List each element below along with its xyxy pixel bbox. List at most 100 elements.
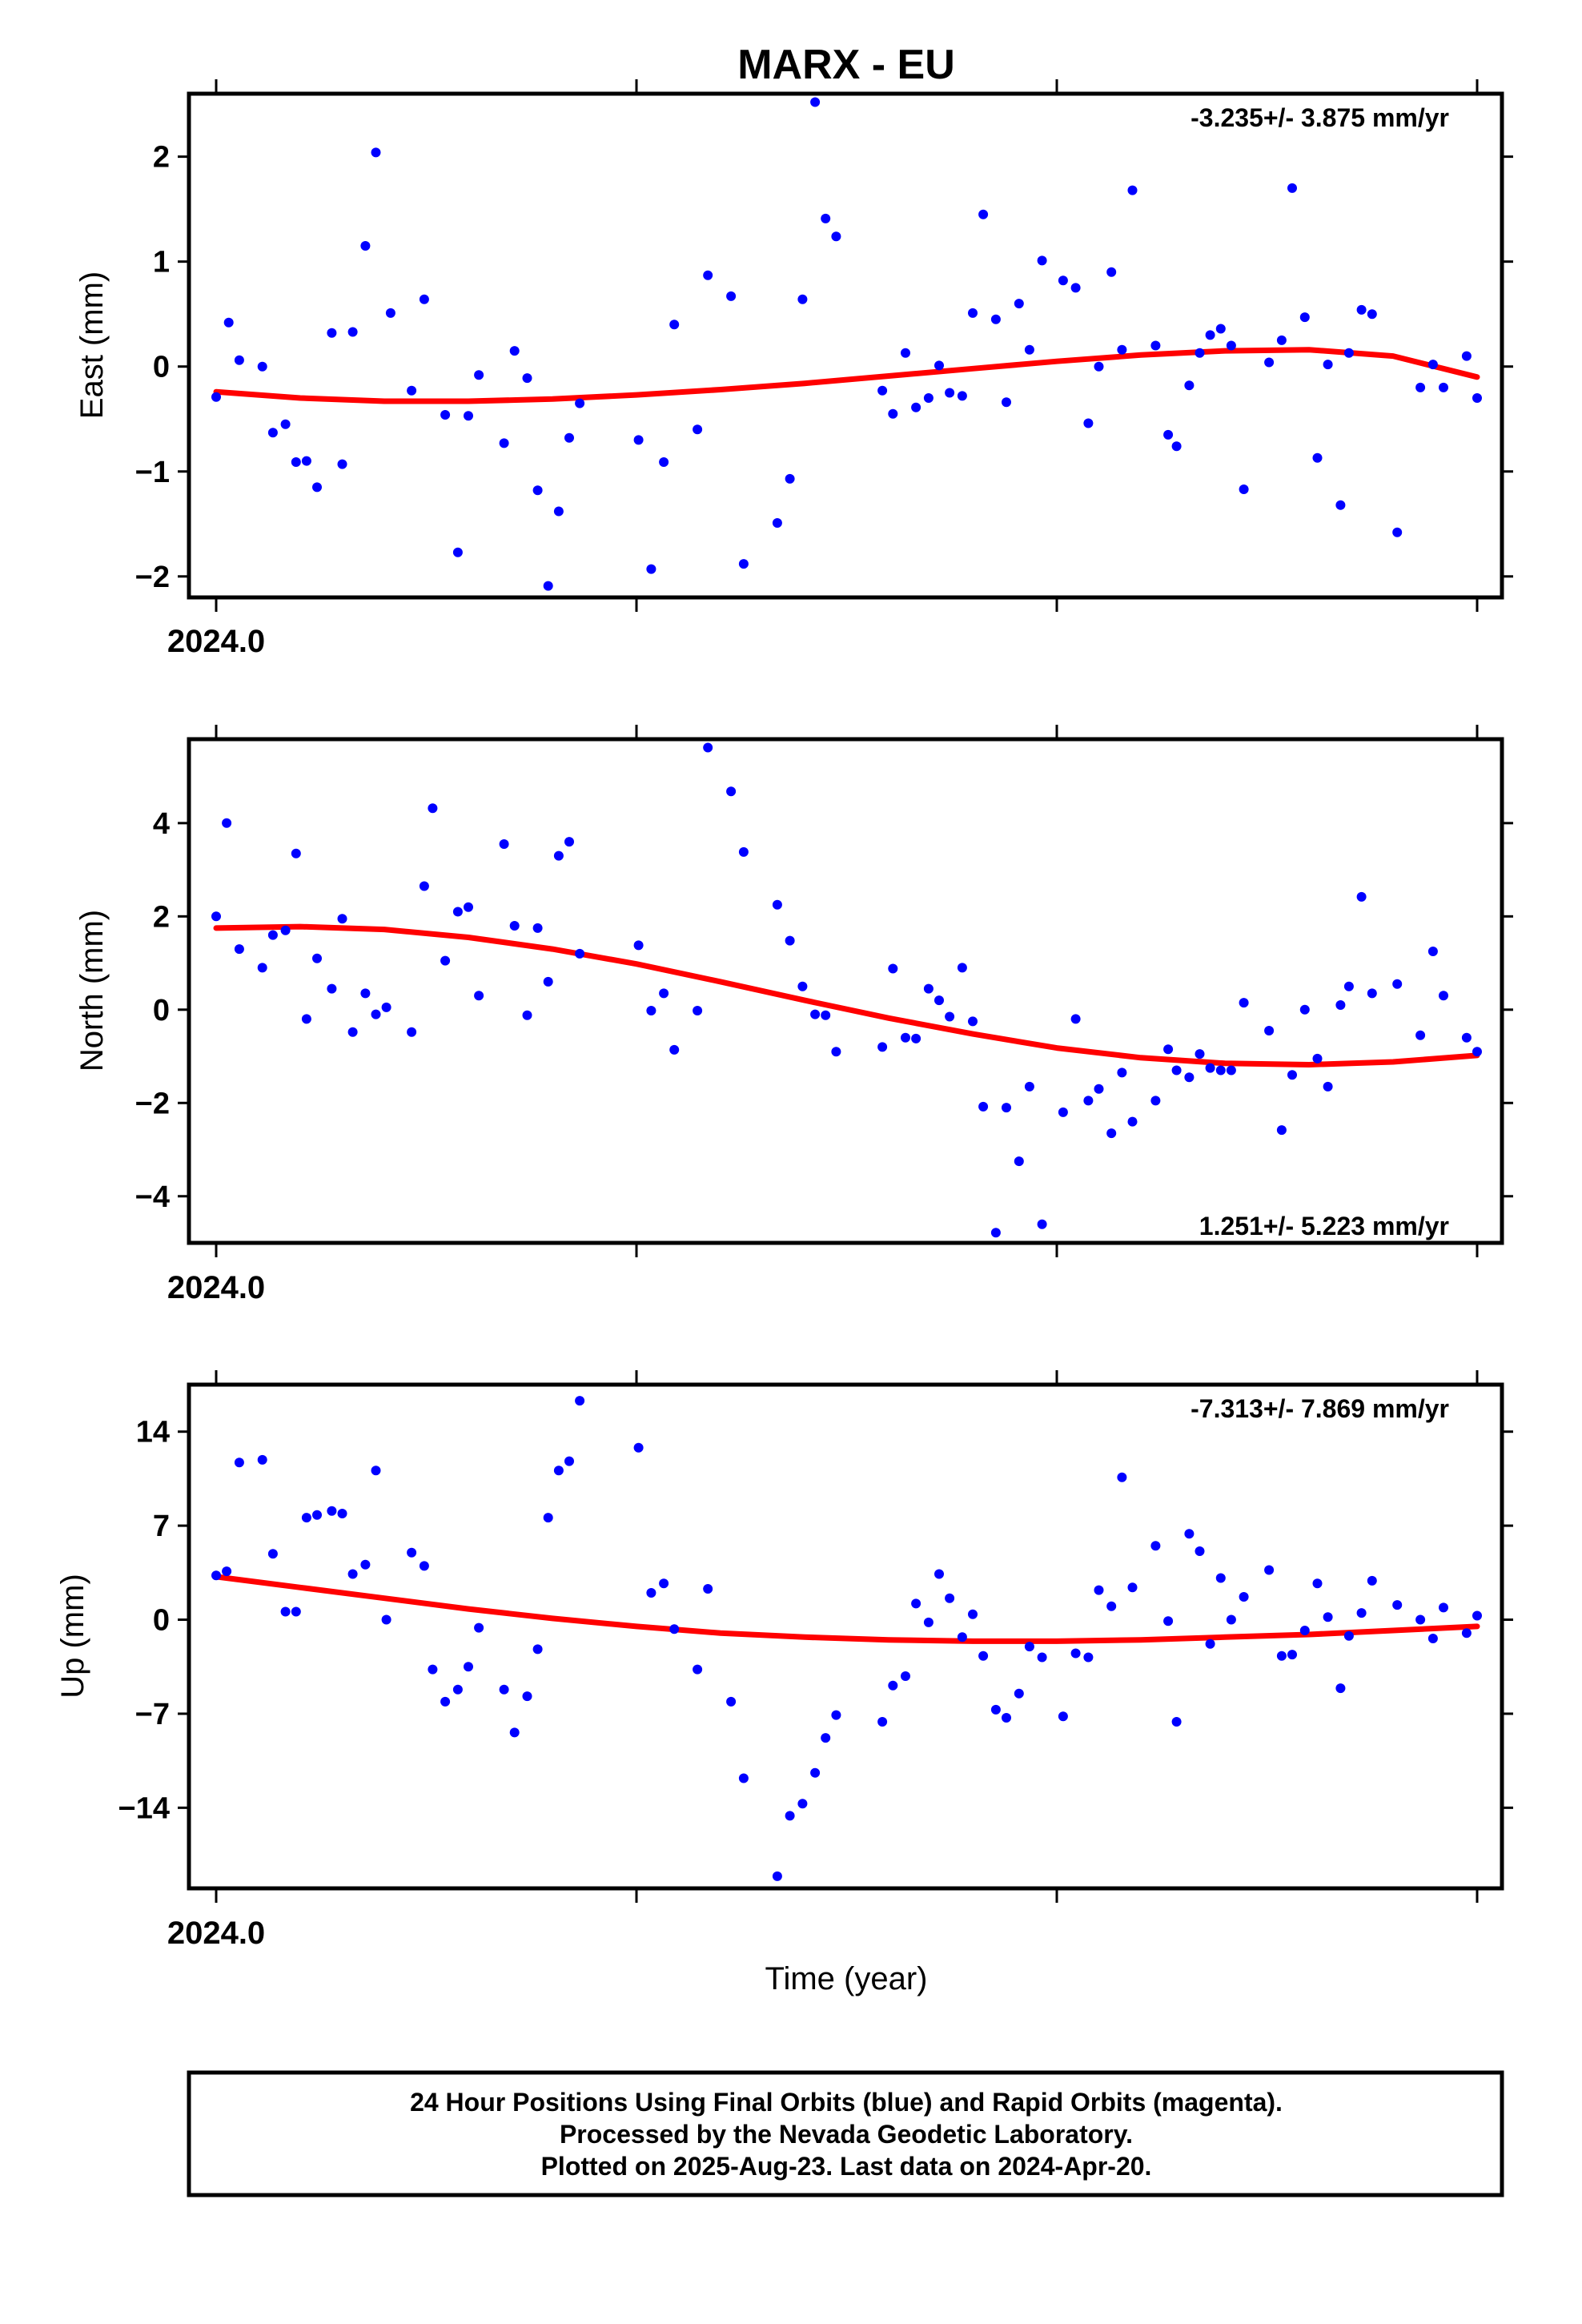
east-data-point	[267, 428, 278, 438]
east-data-point	[877, 385, 888, 396]
north-data-point	[499, 839, 509, 849]
up-data-point	[553, 1466, 564, 1476]
up-data-point	[726, 1696, 737, 1707]
east-data-point	[726, 291, 737, 301]
north-y-tick-label: 0	[153, 994, 170, 1027]
up-data-point	[1461, 1628, 1472, 1638]
north-data-point	[990, 1228, 1001, 1238]
north-plot-frame	[187, 737, 1504, 1245]
north-panel: 4 2 0 −2 −4 North (mm) 2024.0 1.251+/- 5.223…	[74, 725, 1513, 1305]
up-data-point	[797, 1799, 808, 1809]
north-data-point	[522, 1010, 532, 1020]
north-data-point	[1264, 1026, 1275, 1035]
north-data-point	[810, 1009, 821, 1019]
up-data-point	[347, 1569, 358, 1579]
north-data-point	[381, 1002, 391, 1012]
up-data-point	[1239, 1592, 1249, 1602]
north-data-point	[1094, 1084, 1104, 1094]
east-data-point	[1299, 312, 1310, 323]
up-data-point	[911, 1598, 921, 1609]
north-data-point	[509, 921, 520, 931]
up-data-point	[772, 1871, 782, 1881]
north-data-point	[1037, 1219, 1047, 1229]
up-data-point	[831, 1710, 841, 1720]
east-data-point	[223, 317, 234, 328]
north-data-point	[1215, 1065, 1226, 1076]
east-data-point	[646, 564, 656, 574]
east-data-point	[911, 402, 921, 412]
east-data-point	[1276, 335, 1287, 345]
east-panel: 2 1 0 −1 −2 East (mm) 2024.0 -3.235+/- 3.875…	[74, 79, 1513, 659]
up-data-point	[474, 1622, 484, 1633]
east-data-point	[1367, 309, 1377, 320]
up-data-point	[1205, 1638, 1215, 1649]
north-points-layer	[211, 742, 1482, 1238]
north-data-point	[360, 988, 371, 999]
north-data-point	[957, 963, 967, 973]
east-data-point	[1127, 185, 1138, 195]
north-data-point	[923, 983, 934, 994]
up-data-point	[1312, 1578, 1323, 1589]
north-data-point	[1356, 891, 1367, 902]
east-data-point	[1205, 330, 1215, 340]
up-data-point	[633, 1442, 644, 1453]
north-data-point	[1287, 1070, 1297, 1080]
up-data-point	[1058, 1711, 1068, 1722]
up-data-point	[1195, 1546, 1205, 1556]
east-data-point	[1150, 340, 1161, 351]
north-data-point	[267, 930, 278, 940]
up-y-tick-label: −14	[118, 1791, 170, 1825]
east-y-tick-label: 1	[153, 246, 170, 279]
east-data-point	[1335, 500, 1346, 510]
north-data-point	[291, 848, 301, 858]
up-data-point	[1276, 1651, 1287, 1661]
north-data-point	[911, 1033, 921, 1043]
footer-line-1: 24 Hour Positions Using Final Orbits (bl…	[410, 2088, 1283, 2117]
north-data-point	[726, 786, 737, 797]
up-data-point	[543, 1513, 553, 1523]
east-data-point	[1070, 283, 1081, 293]
east-data-point	[831, 231, 841, 242]
north-data-point	[1205, 1063, 1215, 1073]
east-data-point	[669, 320, 680, 330]
east-data-point	[810, 97, 821, 107]
north-data-point	[945, 1011, 955, 1022]
north-data-point	[1299, 1004, 1310, 1015]
up-data-point	[522, 1691, 532, 1702]
up-data-point	[1299, 1626, 1310, 1635]
east-data-point	[1014, 299, 1024, 309]
east-data-point	[509, 346, 520, 356]
up-data-point	[1439, 1602, 1448, 1613]
up-data-point	[785, 1811, 795, 1821]
east-data-point	[934, 360, 944, 371]
east-data-point	[291, 457, 301, 467]
east-data-point	[257, 361, 267, 372]
east-rate-label: -3.235+/- 3.875 mm/yr	[1191, 103, 1449, 132]
north-data-point	[797, 981, 808, 991]
north-data-point	[407, 1027, 417, 1037]
north-data-point	[1070, 1014, 1081, 1024]
east-data-point	[1427, 360, 1438, 370]
north-data-point	[1439, 991, 1448, 1001]
north-data-point	[234, 944, 244, 955]
up-data-point	[1323, 1612, 1333, 1622]
east-data-point	[785, 473, 795, 484]
up-y-axis-label: Up (mm)	[55, 1574, 90, 1699]
north-data-point	[669, 1044, 680, 1055]
east-plot-frame	[187, 91, 1504, 600]
up-data-point	[1150, 1541, 1161, 1551]
north-data-point	[337, 914, 347, 924]
east-data-point	[543, 581, 553, 591]
east-data-point	[1002, 397, 1011, 408]
up-data-point	[1335, 1683, 1346, 1694]
east-data-point	[312, 482, 322, 493]
east-data-point	[1163, 429, 1174, 440]
up-data-point	[360, 1559, 371, 1570]
footer-line-3: Plotted on 2025-Aug-23. Last data on 202…	[541, 2152, 1152, 2181]
north-data-point	[968, 1016, 978, 1027]
east-data-point	[575, 398, 585, 408]
north-data-point	[301, 1014, 311, 1024]
up-data-point	[419, 1561, 429, 1571]
up-data-point	[738, 1773, 749, 1783]
east-data-point	[990, 314, 1001, 324]
